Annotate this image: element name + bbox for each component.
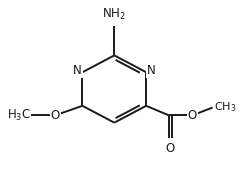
Text: CH$_3$: CH$_3$	[214, 101, 236, 114]
Text: H$_3$C: H$_3$C	[6, 108, 31, 123]
Text: O: O	[50, 109, 60, 122]
Text: N: N	[73, 64, 82, 77]
Text: N: N	[147, 64, 156, 77]
Text: NH$_2$: NH$_2$	[102, 7, 126, 22]
Text: O: O	[166, 142, 175, 155]
Text: O: O	[188, 109, 197, 122]
